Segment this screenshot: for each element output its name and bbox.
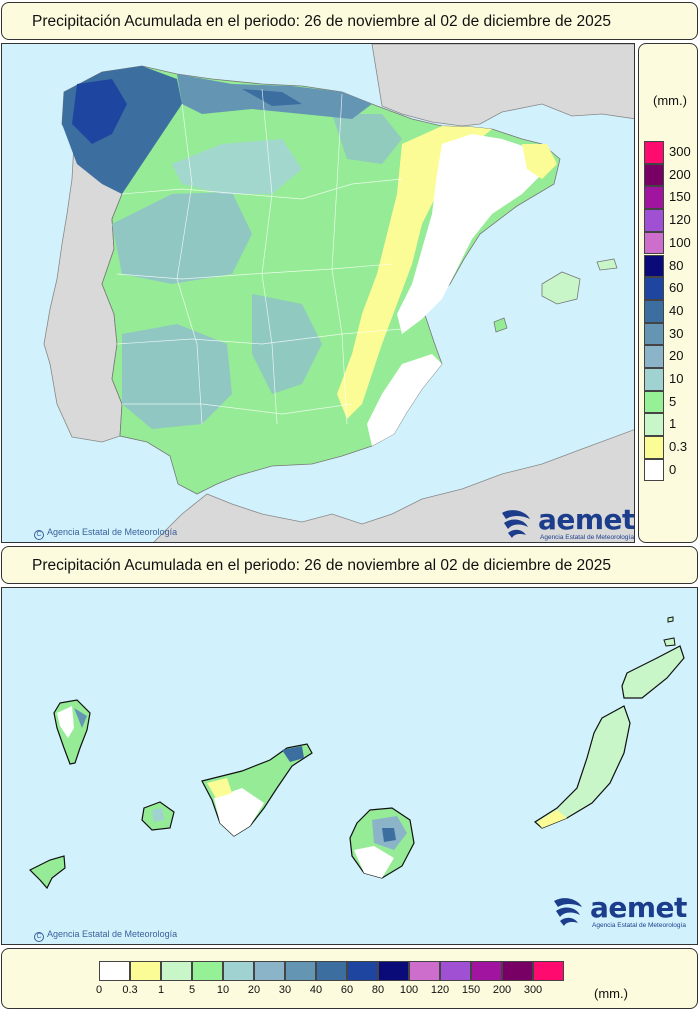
legend-label-80: 80 <box>669 257 684 273</box>
legend-swatch-150 <box>644 186 664 210</box>
aemet-logo: aemet Agencia Estatal de Meteorología <box>552 891 687 931</box>
legend-swatch-300 <box>533 961 564 981</box>
legend-swatch-60 <box>347 961 378 981</box>
aemet-logo-icon <box>554 898 582 926</box>
legend-swatch-120 <box>644 209 664 232</box>
legend-swatch-5 <box>644 390 664 414</box>
legend-label-200: 200 <box>492 984 512 996</box>
legend-horizontal: 0 0.3 1 5 10 20 30 40 60 80 100 120 150 200 300 (mm.) <box>1 948 698 1009</box>
legend-swatch-40 <box>644 299 664 323</box>
map-title-peninsula: Precipitación Acumulada en el periodo: 2… <box>1 2 698 40</box>
copyright-icon: C <box>34 530 44 540</box>
legend-label-0.3: 0.3 <box>669 439 688 455</box>
legend-unit-label: (mm.) <box>594 986 628 1001</box>
legend-swatch-100 <box>644 231 664 255</box>
credit-canarias: C Agencia Estatal de Meteorología <box>34 929 177 942</box>
legend-label-60: 60 <box>340 984 354 996</box>
legend-label-80: 80 <box>371 984 385 996</box>
legend-label-20: 20 <box>669 348 684 364</box>
legend-unit-label: (mm.) <box>653 93 687 108</box>
legend-label-0: 0 <box>669 461 677 477</box>
map-title-canarias: Precipitación Acumulada en el periodo: 2… <box>1 546 698 584</box>
legend-label-1: 1 <box>669 416 677 432</box>
legend-label-30: 30 <box>278 984 292 996</box>
legend-label-150: 150 <box>461 984 481 996</box>
ibiza-island <box>493 317 508 333</box>
legend-swatch-80 <box>378 961 409 981</box>
el-hierro-island <box>28 855 66 890</box>
legend-swatch-10 <box>223 961 254 981</box>
peninsula-precipitation-map: C Agencia Estatal de Meteorología aemet A… <box>1 43 635 543</box>
france-landmass <box>371 44 634 127</box>
legend-swatch-30 <box>644 322 664 346</box>
legend-swatch-100 <box>409 961 440 981</box>
menorca-island <box>596 258 618 271</box>
legend-label-0: 0 <box>95 984 103 996</box>
legend-label-300: 300 <box>523 984 543 996</box>
legend-label-120: 120 <box>669 212 691 228</box>
legend-label-150: 150 <box>669 189 691 205</box>
legend-label-20: 20 <box>247 984 261 996</box>
legend-swatch-20 <box>644 345 664 368</box>
legend-swatch-150 <box>471 961 502 981</box>
legend-label-120: 120 <box>430 984 450 996</box>
legend-swatch-120 <box>440 961 471 981</box>
legend-swatch-40 <box>316 961 347 981</box>
legend-swatch-0 <box>99 961 130 981</box>
legend-label-40: 40 <box>669 302 684 318</box>
legend-label-100: 100 <box>399 984 419 996</box>
legend-label-10: 10 <box>669 371 684 386</box>
aemet-logo: aemet Agencia Estatal de Meteorología <box>500 503 634 542</box>
legend-label-5: 5 <box>188 984 196 996</box>
legend-swatch-1 <box>161 961 192 981</box>
fuerteventura-island <box>533 705 631 829</box>
canarias-map-graphic <box>28 616 685 890</box>
lanzarote-island <box>621 645 685 699</box>
credit-peninsula: C Agencia Estatal de Meteorología <box>34 527 177 540</box>
copyright-icon: C <box>34 932 44 942</box>
mallorca-island <box>541 271 581 305</box>
canarias-precipitation-map: C Agencia Estatal de Meteorología aemet A… <box>1 587 698 945</box>
legend-label-30: 30 <box>669 325 684 341</box>
legend-label-5: 5 <box>669 393 677 409</box>
legend-label-0.3: 0.3 <box>122 984 138 996</box>
legend-swatch-5 <box>192 961 223 981</box>
aemet-logo-icon <box>502 510 530 538</box>
legend-swatch-30 <box>285 961 316 981</box>
legend-swatch-0.3 <box>644 436 664 459</box>
legend-swatch-0.3 <box>130 961 161 981</box>
legend-label-100: 100 <box>669 234 691 250</box>
legend-label-1: 1 <box>157 984 165 996</box>
legend-swatch-10 <box>644 368 664 391</box>
legend-swatch-80 <box>644 254 664 278</box>
legend-swatch-200 <box>502 961 533 981</box>
legend-label-200: 200 <box>669 166 691 182</box>
peninsula-map-graphic <box>43 44 634 542</box>
legend-label-10: 10 <box>216 984 230 996</box>
legend-label-40: 40 <box>309 984 323 996</box>
legend-vertical: (mm.) 300 200 150 120 100 80 60 40 30 20 10 5 1 0.3 0 <box>638 43 698 543</box>
legend-swatch-300 <box>644 141 664 164</box>
legend-label-300: 300 <box>669 144 691 159</box>
legend-label-60: 60 <box>669 280 684 296</box>
legend-swatch-1 <box>644 413 664 437</box>
legend-swatch-20 <box>254 961 285 981</box>
legend-swatch-200 <box>644 163 664 187</box>
legend-swatch-0 <box>644 458 664 482</box>
legend-swatch-60 <box>644 277 664 300</box>
